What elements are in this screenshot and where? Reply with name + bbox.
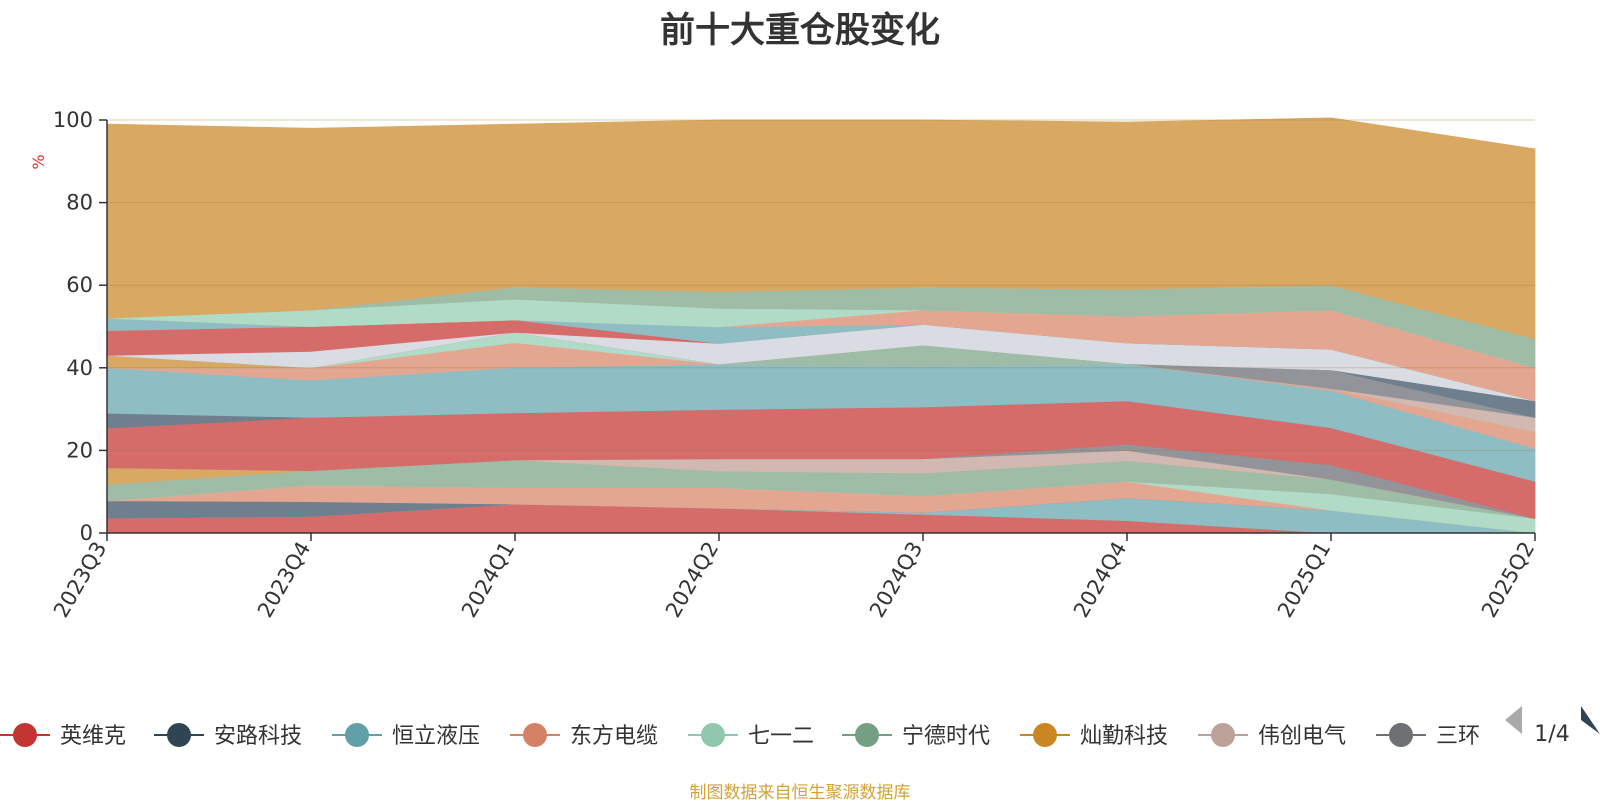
- legend-marker-icon: [855, 723, 879, 747]
- x-tick-label: 2025Q2: [1477, 538, 1539, 622]
- x-tick-label: 2023Q3: [49, 538, 111, 622]
- legend-marker-icon: [167, 723, 191, 747]
- legend-label: 三环集团: [1436, 724, 1524, 749]
- x-tick-label: 2023Q4: [253, 538, 315, 622]
- y-axis-unit: %: [29, 154, 48, 169]
- legend-item[interactable]: 东方电缆: [510, 723, 658, 749]
- y-tick-label: 40: [66, 356, 93, 380]
- legend-marker-icon: [13, 723, 37, 747]
- legend-label: 安路科技: [214, 724, 302, 749]
- x-tick-label: 2025Q1: [1273, 538, 1335, 622]
- legend-item[interactable]: 七一二: [688, 723, 814, 749]
- legend-label: 宁德时代: [902, 724, 990, 749]
- x-tick-label: 2024Q4: [1069, 538, 1131, 622]
- legend-item[interactable]: 灿勤科技: [1020, 723, 1168, 749]
- legend-marker-icon: [523, 723, 547, 747]
- legend-item[interactable]: 三环集团: [1376, 723, 1524, 749]
- legend-marker-icon: [701, 723, 725, 747]
- legend-marker-icon: [1033, 723, 1057, 747]
- triangle-left-icon[interactable]: [1505, 706, 1522, 734]
- legend-pager: 1/4: [1505, 706, 1600, 747]
- legend-item[interactable]: 伟创电气: [1198, 723, 1346, 749]
- legend-label: 灿勤科技: [1080, 724, 1168, 749]
- y-tick-label: 20: [66, 438, 93, 462]
- y-tick-label: 60: [66, 273, 93, 297]
- y-tick-label: 100: [53, 108, 93, 132]
- x-tick-label: 2024Q3: [865, 538, 927, 622]
- legend-marker-icon: [345, 723, 369, 747]
- legend: 英维克 安路科技 恒立液压 东方电缆 七一二 宁德时代 灿勤科技 伟创电气 三环集团: [0, 723, 1524, 749]
- triangle-right-icon[interactable]: [1581, 706, 1600, 734]
- legend-label: 伟创电气: [1258, 724, 1346, 749]
- y-tick-label: 80: [66, 191, 93, 215]
- legend-item[interactable]: 安路科技: [154, 723, 302, 749]
- legend-page-indicator: 1/4: [1534, 722, 1569, 747]
- y-gridlines: [107, 119, 1535, 451]
- legend-label: 英维克: [60, 724, 126, 749]
- legend-item[interactable]: 宁德时代: [842, 723, 990, 749]
- source-note: 制图数据来自恒生聚源数据库: [689, 783, 911, 803]
- legend-marker-icon: [1389, 723, 1413, 747]
- legend-item[interactable]: 英维克: [0, 723, 126, 749]
- legend-label: 七一二: [748, 724, 814, 749]
- legend-item[interactable]: 恒立液压: [332, 723, 480, 749]
- legend-label: 恒立液压: [392, 724, 480, 749]
- stacked-areas: [106, 117, 1536, 534]
- y-tick-label: 0: [80, 521, 93, 545]
- x-tick-label: 2024Q1: [457, 538, 519, 622]
- legend-marker-icon: [1211, 723, 1235, 747]
- x-tick-label: 2024Q2: [661, 538, 723, 622]
- chart-title: 前十大重仓股变化: [659, 11, 940, 51]
- legend-label: 东方电缆: [570, 724, 658, 749]
- area-series-25: [106, 117, 1536, 340]
